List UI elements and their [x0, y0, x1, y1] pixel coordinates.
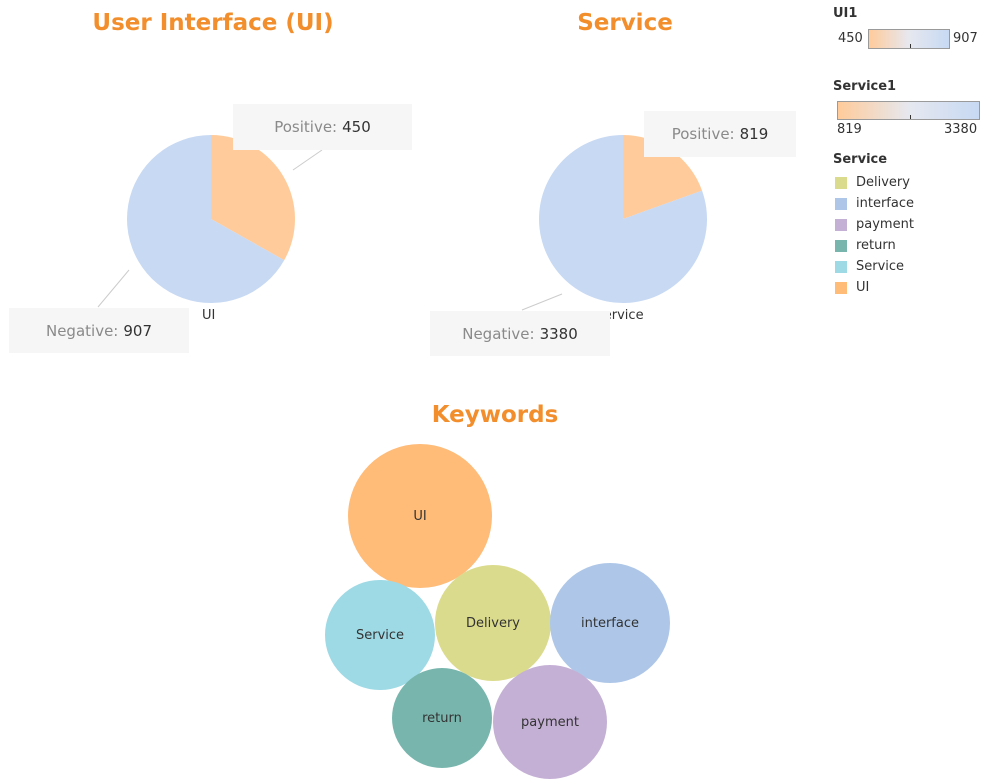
legend-label: UI: [856, 280, 870, 295]
service-pie-slice-positive[interactable]: [623, 135, 703, 219]
legend-label: return: [856, 238, 896, 253]
ui-negative-annotation-label: Negative:: [45, 321, 119, 340]
legend-swatch: [835, 218, 847, 231]
ui-chart-title: User Interface (UI): [92, 10, 334, 36]
ui-pie-chart[interactable]: [126, 135, 295, 303]
keywords-chart-title: Keywords: [431, 402, 559, 428]
ui1-legend-min: 450: [838, 31, 863, 46]
service-negative-annotation: Negative: 3380: [430, 311, 610, 356]
service1-legend-title: Service1: [833, 79, 897, 94]
ui1-color-ramp: [868, 29, 950, 49]
ui1-legend-max: 907: [953, 31, 978, 46]
keyword-bubble-payment[interactable]: payment: [493, 665, 607, 779]
legend-label: interface: [856, 196, 914, 211]
service-negative-annotation-value: 3380: [539, 324, 578, 343]
legend-label: Service: [856, 259, 905, 274]
service-category-legend: Delivery interface payment return Service UI: [835, 172, 914, 298]
legend-label: payment: [856, 217, 914, 232]
keyword-bubble-delivery[interactable]: Delivery: [435, 565, 551, 681]
service-positive-annotation: Positive: 819: [644, 111, 796, 157]
keyword-bubble-return[interactable]: return: [392, 668, 492, 768]
legend-swatch: [835, 176, 847, 189]
legend-swatch: [835, 197, 847, 210]
service-pie-chart[interactable]: [539, 135, 707, 303]
ui-pie-category-label: UI: [202, 308, 216, 323]
legend-item-ui[interactable]: UI: [835, 277, 914, 298]
service1-legend-max: 3380: [944, 122, 978, 137]
service1-color-ramp: [837, 101, 980, 120]
legend-item-interface[interactable]: interface: [835, 193, 914, 214]
legend-swatch: [835, 281, 847, 294]
legend-swatch: [835, 239, 847, 252]
service-positive-annotation-label: Positive:: [671, 125, 735, 143]
service1-legend-min: 819: [837, 122, 862, 137]
ui-positive-leader-line: [292, 149, 323, 171]
service-positive-annotation-value: 819: [739, 125, 769, 143]
legend-item-return[interactable]: return: [835, 235, 914, 256]
ui1-legend-title: UI1: [833, 6, 858, 21]
legend-item-delivery[interactable]: Delivery: [835, 172, 914, 193]
ui-negative-annotation: Negative: 907: [9, 308, 189, 353]
service1-ramp-tick: [910, 115, 911, 119]
ui1-ramp-tick: [910, 44, 911, 48]
keyword-bubble-service[interactable]: Service: [325, 580, 435, 690]
legend-label: Delivery: [856, 175, 910, 190]
legend-item-payment[interactable]: payment: [835, 214, 914, 235]
service-legend-title: Service: [833, 152, 888, 167]
legend-swatch: [835, 260, 847, 273]
ui-positive-annotation-value: 450: [342, 118, 371, 136]
keyword-bubble-interface[interactable]: interface: [550, 563, 670, 683]
keyword-bubble-ui[interactable]: UI: [348, 444, 492, 588]
ui-negative-annotation-value: 907: [123, 321, 152, 340]
ui-positive-annotation: Positive: 450: [233, 104, 412, 150]
service-negative-leader-line: [521, 293, 563, 311]
service-negative-annotation-label: Negative:: [462, 324, 535, 343]
service-pie-slice-negative[interactable]: [539, 135, 707, 303]
legend-item-service[interactable]: Service: [835, 256, 914, 277]
ui-pie-slice-negative[interactable]: [126, 135, 285, 303]
ui-pie-slice-positive[interactable]: [211, 135, 295, 261]
ui-negative-leader-line: [97, 269, 130, 308]
service-chart-title: Service: [577, 10, 673, 36]
ui-positive-annotation-label: Positive:: [274, 118, 338, 136]
